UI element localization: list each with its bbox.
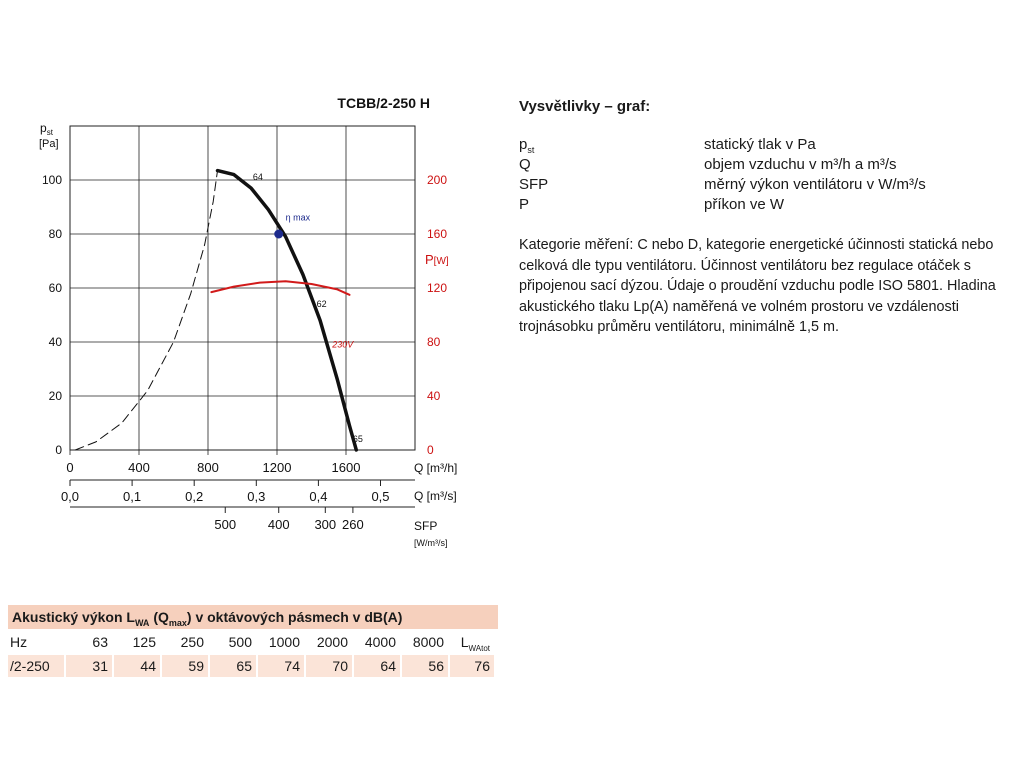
x-tick-label: 0 xyxy=(66,460,73,475)
series-line-p-st xyxy=(215,168,359,452)
y-tick-label: 100 xyxy=(42,173,62,187)
x-tick-label: 400 xyxy=(268,517,290,532)
eta-max-point xyxy=(274,229,284,239)
header-cell: Hz xyxy=(10,634,28,650)
header-cell: 2000 xyxy=(316,634,348,650)
legend-symbol: P xyxy=(519,196,530,213)
legend-desc: statický tlak v Pa xyxy=(704,136,816,153)
acoustic-data-row: /2-250 31 44 59 65 74 70 64 56 76 xyxy=(8,655,498,677)
x-tick-label: 800 xyxy=(197,460,219,475)
series-line-unstable xyxy=(74,170,218,451)
x-tick-label: 0,5 xyxy=(371,489,389,504)
y-axis-label: pst xyxy=(40,121,54,137)
x-tick-label: 1600 xyxy=(332,460,361,475)
x-tick-label: 0,2 xyxy=(185,489,203,504)
measurement-note: Kategorie měření: C nebo D, kategorie en… xyxy=(519,237,996,335)
header-cell-total: LWAtot xyxy=(460,634,490,653)
x-axis-m3s-label: Q [m³/s] xyxy=(414,489,457,503)
row-label: /2-250 xyxy=(8,655,64,677)
power-tick-label: 120 xyxy=(427,281,447,295)
x-tick-label: 300 xyxy=(314,517,336,532)
table-cell-total: 76 xyxy=(450,655,494,677)
x-tick-label: 260 xyxy=(342,517,364,532)
x-axis-sfp: 500 400 300 260 xyxy=(70,506,415,532)
power-axis-label: P[W] xyxy=(425,252,449,267)
y-tick-label: 60 xyxy=(49,281,63,295)
legend-symbol: SFP xyxy=(519,176,549,193)
y-tick-label: 80 xyxy=(49,227,63,241)
x-tick-label: 1200 xyxy=(263,460,292,475)
x-tick-label: 400 xyxy=(128,460,150,475)
legend-row-pst: pst statický tlak v Pa xyxy=(519,135,1019,155)
grid xyxy=(69,125,416,451)
power-axis-ticks: 0 40 80 120 160 200 xyxy=(427,173,447,457)
table-cell: 74 xyxy=(258,655,304,677)
y-axis-ticks: 0 20 40 60 80 100 xyxy=(42,173,62,457)
series-group xyxy=(74,168,359,452)
annotations: 64 η max 62 230V 65 xyxy=(253,172,363,444)
table-cell: 44 xyxy=(114,655,160,677)
acoustic-table-title: Akustický výkon LWA (Qmax) v oktávových … xyxy=(8,605,498,629)
y-tick-label: 40 xyxy=(49,335,63,349)
annotation-label: 64 xyxy=(253,172,263,182)
legend-title: Vysvětlivky – graf: xyxy=(519,98,651,115)
header-cell: 250 xyxy=(180,634,204,650)
annotation-label: 65 xyxy=(353,434,363,444)
table-cell: 59 xyxy=(162,655,208,677)
power-tick-label: 40 xyxy=(427,389,441,403)
annotation-label: η max xyxy=(286,213,311,223)
power-tick-label: 80 xyxy=(427,335,441,349)
header-cell: 8000 xyxy=(412,634,444,650)
header-cell: 1000 xyxy=(268,634,300,650)
legend-symbol: p xyxy=(519,136,528,153)
x-tick-label: 0,1 xyxy=(123,489,141,504)
legend-row-p: P příkon ve W xyxy=(519,195,1019,215)
acoustic-table: Akustický výkon LWA (Qmax) v oktávových … xyxy=(8,605,498,679)
x-axis-m3h-label: Q [m³/h] xyxy=(414,461,457,475)
x-tick-label: 0,4 xyxy=(309,489,327,504)
legend-symbol: Q xyxy=(519,156,531,173)
header-cell: 63 xyxy=(92,634,108,650)
header-cell: 4000 xyxy=(364,634,396,650)
x-tick-label: 500 xyxy=(214,517,236,532)
legend-symbol-sub: st xyxy=(527,145,535,155)
legend-panel: Vysvětlivky – graf: pst statický tlak v … xyxy=(519,98,1019,338)
table-cell: 56 xyxy=(402,655,448,677)
performance-chart: TCBB/2-250 H pst [Pa] P[W] 020406080100 … xyxy=(39,95,457,548)
x-axis-m3h: 0 400 800 1200 1600 xyxy=(66,450,360,475)
annotation-label: 230V xyxy=(331,339,354,349)
x-axis-m3s: 0,0 0,1 0,2 0,3 0,4 0,5 xyxy=(61,479,415,504)
y-tick-label: 20 xyxy=(49,389,63,403)
legend-row-q: Q objem vzduchu v m³/h a m³/s xyxy=(519,155,1019,175)
power-tick-label: 200 xyxy=(427,173,447,187)
series-line-230v xyxy=(210,280,351,296)
table-cell: 65 xyxy=(210,655,256,677)
legend-row-sfp: SFP měrný výkon ventilátoru v W/m³/s xyxy=(519,175,1019,195)
acoustic-header-row: Hz 63 125 250 500 1000 2000 4000 8000 LW… xyxy=(8,631,498,653)
legend-desc: příkon ve W xyxy=(704,196,785,213)
x-tick-label: 0,0 xyxy=(61,489,79,504)
y-axis-unit: [Pa] xyxy=(39,138,59,150)
y-tick-label: 0 xyxy=(55,443,62,457)
table-cell: 70 xyxy=(306,655,352,677)
sfp-label: SFP xyxy=(414,519,437,533)
x-tick-label: 0,3 xyxy=(247,489,265,504)
header-cell: 125 xyxy=(132,634,156,650)
power-tick-label: 160 xyxy=(427,227,447,241)
header-cell: 500 xyxy=(228,634,252,650)
chart-title: TCBB/2-250 H xyxy=(337,95,430,111)
table-cell: 31 xyxy=(66,655,112,677)
table-cell: 64 xyxy=(354,655,400,677)
legend-desc: objem vzduchu v m³/h a m³/s xyxy=(704,156,897,173)
power-tick-label: 0 xyxy=(427,443,434,457)
sfp-unit: [W/m³/s] xyxy=(414,538,448,548)
annotation-label: 62 xyxy=(317,299,327,309)
legend-desc: měrný výkon ventilátoru v W/m³/s xyxy=(704,176,926,193)
